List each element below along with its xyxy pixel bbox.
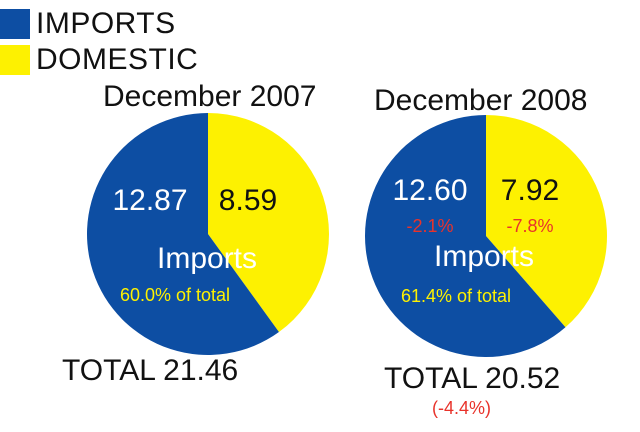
chart-title-2007: December 2007 (103, 80, 317, 113)
domestic-change-2008: -7.8% (506, 216, 553, 236)
pie-slice-imports-2008 (365, 115, 566, 357)
legend-item-domestic: DOMESTIC (0, 42, 198, 78)
domestic-value-2007: 8.59 (219, 184, 277, 217)
total-change-2008: (-4.4%) (432, 398, 492, 418)
pie-slice-domestic-2007 (208, 113, 329, 333)
legend-item-imports: IMPORTS (0, 6, 198, 42)
domestic-swatch (0, 45, 30, 75)
imports-share-2007: 60.0% of total (120, 285, 230, 305)
imports-share-2008: 61.4% of total (401, 286, 511, 306)
legend-label-imports: IMPORTS (36, 7, 176, 40)
legend: IMPORTS DOMESTIC (0, 6, 198, 78)
domestic-value-2008: 7.92 (501, 174, 559, 207)
total-2008: TOTAL 20.52 (384, 362, 561, 395)
total-2007: TOTAL 21.46 (62, 354, 239, 387)
imports-value-2007: 12.87 (112, 184, 187, 217)
chart-title-2008: December 2008 (374, 84, 588, 117)
pie-slice-imports-2007 (86, 113, 279, 355)
imports-change-2008: -2.1% (406, 216, 453, 236)
imports-swatch (0, 9, 30, 39)
imports-word-2008: Imports (434, 240, 534, 273)
legend-label-domestic: DOMESTIC (36, 43, 199, 76)
imports-value-2008: 12.60 (392, 174, 467, 207)
pie-slice-domestic-2008 (486, 115, 607, 328)
imports-word-2007: Imports (157, 242, 257, 275)
